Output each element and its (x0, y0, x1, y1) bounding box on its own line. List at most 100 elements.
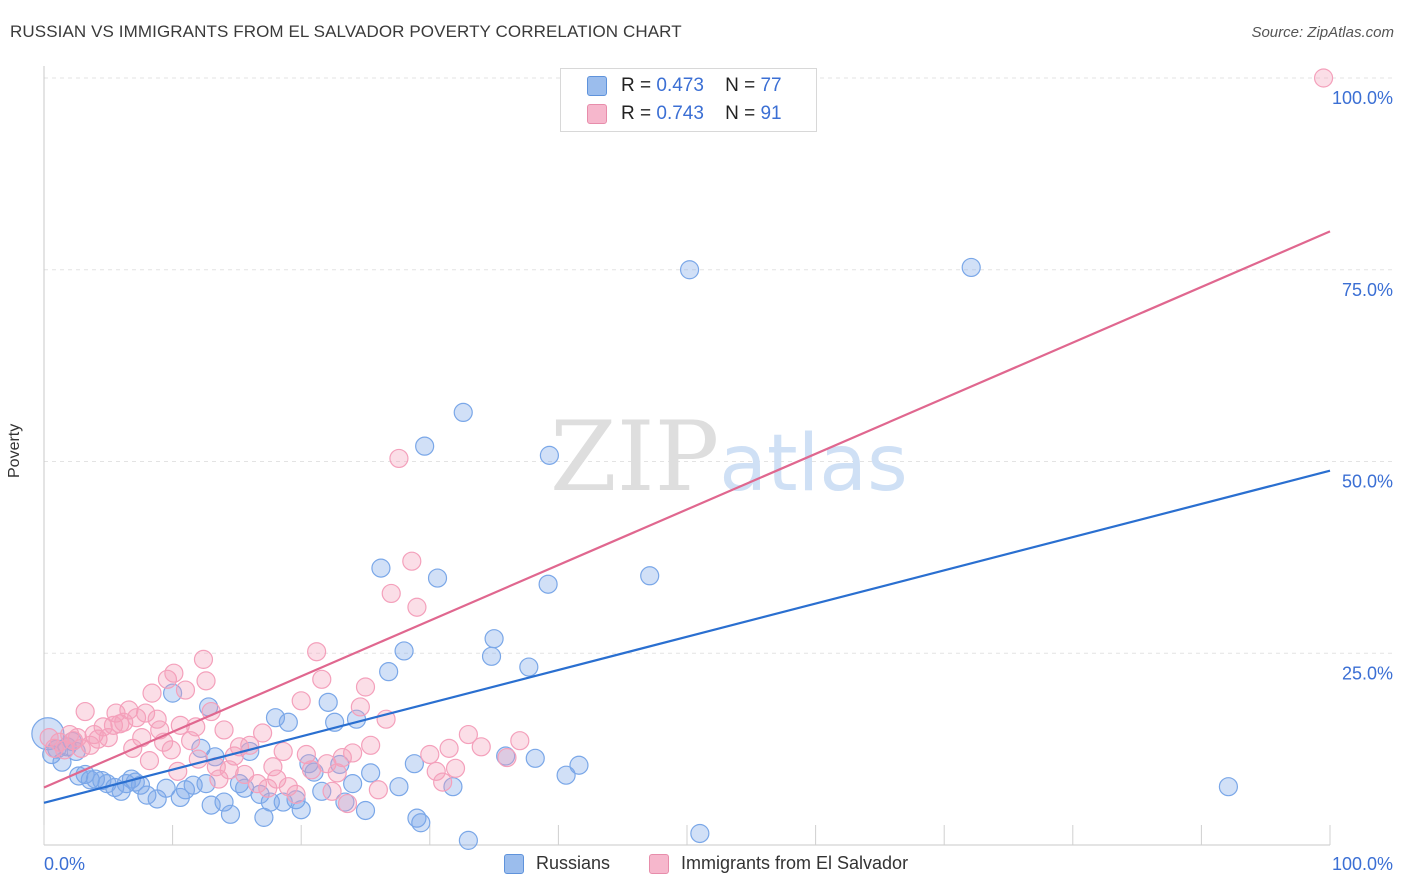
data-point (394, 641, 414, 661)
data-point (415, 436, 435, 456)
axes (43, 66, 1331, 846)
n-value: 91 (760, 103, 782, 124)
n-value: 77 (760, 75, 782, 96)
data-point (85, 769, 106, 789)
data-point (220, 804, 241, 824)
data-point (175, 680, 196, 700)
watermark: ZIPatlas (550, 401, 908, 513)
source-label: Source: ZipAtlas.com (1251, 24, 1394, 41)
data-point (278, 777, 298, 797)
data-point (690, 823, 710, 844)
data-point (307, 642, 327, 662)
x-tick-label: 0.0% (44, 854, 85, 874)
series-el-salvador-points (39, 68, 1334, 814)
data-point (312, 669, 332, 689)
legend-swatch-russians (504, 854, 524, 874)
data-point (433, 772, 453, 792)
data-point (291, 800, 311, 820)
data-point (1218, 777, 1239, 797)
data-point (471, 737, 491, 757)
data-point (196, 774, 216, 794)
data-point (368, 780, 388, 800)
r-value: 0.473 (656, 75, 704, 96)
data-point (496, 746, 516, 766)
data-point (525, 748, 545, 768)
data-point (445, 758, 466, 778)
data-point (156, 778, 176, 798)
data-point (114, 712, 134, 732)
data-point (679, 260, 700, 280)
data-point (407, 597, 427, 617)
data-point (343, 743, 363, 763)
data-point (458, 830, 478, 850)
data-point (569, 755, 589, 775)
data-point (481, 646, 502, 666)
trend-line-el-salvador (43, 230, 1331, 789)
trend-lines (43, 230, 1331, 804)
n-label: N = (725, 103, 756, 124)
data-point (80, 735, 100, 755)
data-point (361, 735, 381, 755)
data-point (98, 728, 118, 748)
data-point (168, 761, 188, 781)
data-point (420, 744, 440, 765)
data-point (402, 551, 422, 571)
data-point (361, 763, 381, 783)
data-point (139, 751, 160, 771)
watermark-text: ZIPatlas (550, 401, 908, 513)
data-point (263, 757, 283, 777)
data-point (411, 813, 431, 833)
y-tick-label: 75.0% (1342, 280, 1393, 300)
data-point (427, 568, 448, 588)
data-point (126, 708, 147, 728)
data-point (119, 700, 139, 720)
data-point (142, 683, 162, 703)
data-point (214, 792, 234, 812)
data-point (214, 720, 234, 740)
data-point (135, 703, 156, 723)
data-point (247, 774, 268, 794)
data-point (267, 769, 287, 789)
data-point (130, 775, 151, 795)
data-point (640, 566, 660, 586)
data-point (273, 741, 293, 762)
n-label: N = (725, 75, 756, 96)
data-point (93, 717, 113, 737)
data-point (355, 800, 376, 821)
y-tick-label: 50.0% (1342, 472, 1393, 492)
data-point (519, 657, 539, 677)
legend-swatch-el-salvador (649, 854, 669, 874)
data-point (322, 781, 342, 801)
data-point (332, 747, 352, 768)
data-point (253, 723, 273, 743)
data-point (389, 777, 409, 797)
data-point (371, 558, 391, 578)
data-point (510, 731, 530, 751)
grid-lines (44, 77, 1392, 654)
legend-swatch-russians (587, 76, 607, 96)
data-point (1313, 68, 1334, 88)
x-tick-label: 100.0% (1332, 854, 1393, 874)
data-point (291, 691, 311, 711)
chart-title: RUSSIAN VS IMMIGRANTS FROM EL SALVADOR P… (10, 22, 682, 41)
data-point (337, 793, 358, 814)
data-point (39, 728, 59, 748)
data-point (137, 785, 157, 805)
data-point (88, 729, 108, 749)
data-point (443, 777, 463, 797)
data-point (312, 781, 332, 801)
data-point (164, 663, 184, 683)
data-point (318, 692, 338, 712)
legend-label-russians: Russians (536, 853, 611, 873)
legend-label-el-salvador: Immigrants from El Salvador (681, 853, 909, 873)
data-point (458, 724, 478, 745)
data-point (343, 774, 363, 794)
data-point (453, 402, 473, 423)
legend-swatch-el-salvador (587, 104, 607, 124)
series-russians-points (31, 257, 1239, 850)
data-point (355, 677, 376, 697)
trend-line-russians (43, 469, 1331, 804)
y-tick-label: 25.0% (1342, 663, 1393, 683)
data-point (132, 728, 152, 748)
data-point (539, 445, 559, 465)
